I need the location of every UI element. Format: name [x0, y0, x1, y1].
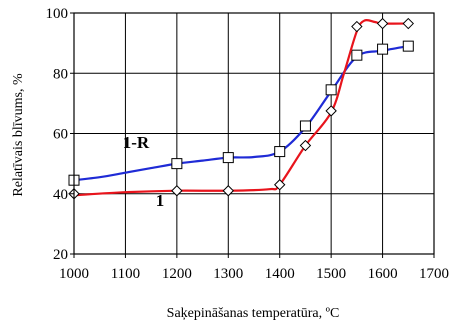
series-line-1 [73, 18, 409, 197]
point-marker-diamond [222, 185, 234, 197]
point-marker-diamond [171, 185, 183, 197]
point-marker-square [351, 49, 363, 61]
series-label-1-R: 1-R [123, 133, 150, 152]
series-layer [68, 17, 414, 200]
point-marker-square [222, 152, 234, 164]
y-tick-label: 80 [53, 66, 68, 82]
y-tick-label: 60 [53, 127, 68, 143]
series-1 [68, 17, 414, 200]
ticks: 1000 1100 1200 1300 1400 1500 1600 170020406080… [46, 6, 450, 282]
y-tick-label: 40 [53, 187, 68, 203]
point-marker-diamond [299, 139, 312, 152]
point-marker-diamond [351, 20, 363, 33]
y-tick-label: 20 [53, 247, 68, 263]
point-marker-square [325, 84, 337, 96]
point-marker-square [299, 120, 311, 132]
point-marker-square [377, 43, 389, 55]
x-tick-label: 1300 [213, 266, 243, 282]
y-tick-label: 100 [46, 6, 69, 22]
point-marker-diamond [402, 17, 414, 30]
point-marker-diamond [325, 105, 337, 117]
series-line-1-R [73, 45, 409, 182]
point-marker-square [402, 40, 414, 52]
point-marker-diamond [376, 17, 389, 30]
x-tick-label: 1000 [59, 266, 89, 282]
x-tick-label: 1400 [265, 266, 295, 282]
point-marker-square [171, 158, 183, 170]
x-axis-title: Saķepināšanas temperatūra, ºC [167, 306, 340, 321]
x-tick-label: 1700 [419, 266, 449, 282]
x-tick-label: 1500 [316, 266, 346, 282]
series-label-1: 1 [156, 191, 165, 210]
point-marker-diamond [274, 179, 286, 191]
x-tick-label: 1200 [162, 266, 192, 282]
y-axis-title: Relatīvais blīvums, % [11, 73, 26, 197]
x-tick-label: 1600 [368, 266, 398, 282]
point-marker-square [274, 146, 286, 158]
x-tick-label: 1100 [111, 266, 140, 282]
series-1-R [68, 40, 414, 186]
